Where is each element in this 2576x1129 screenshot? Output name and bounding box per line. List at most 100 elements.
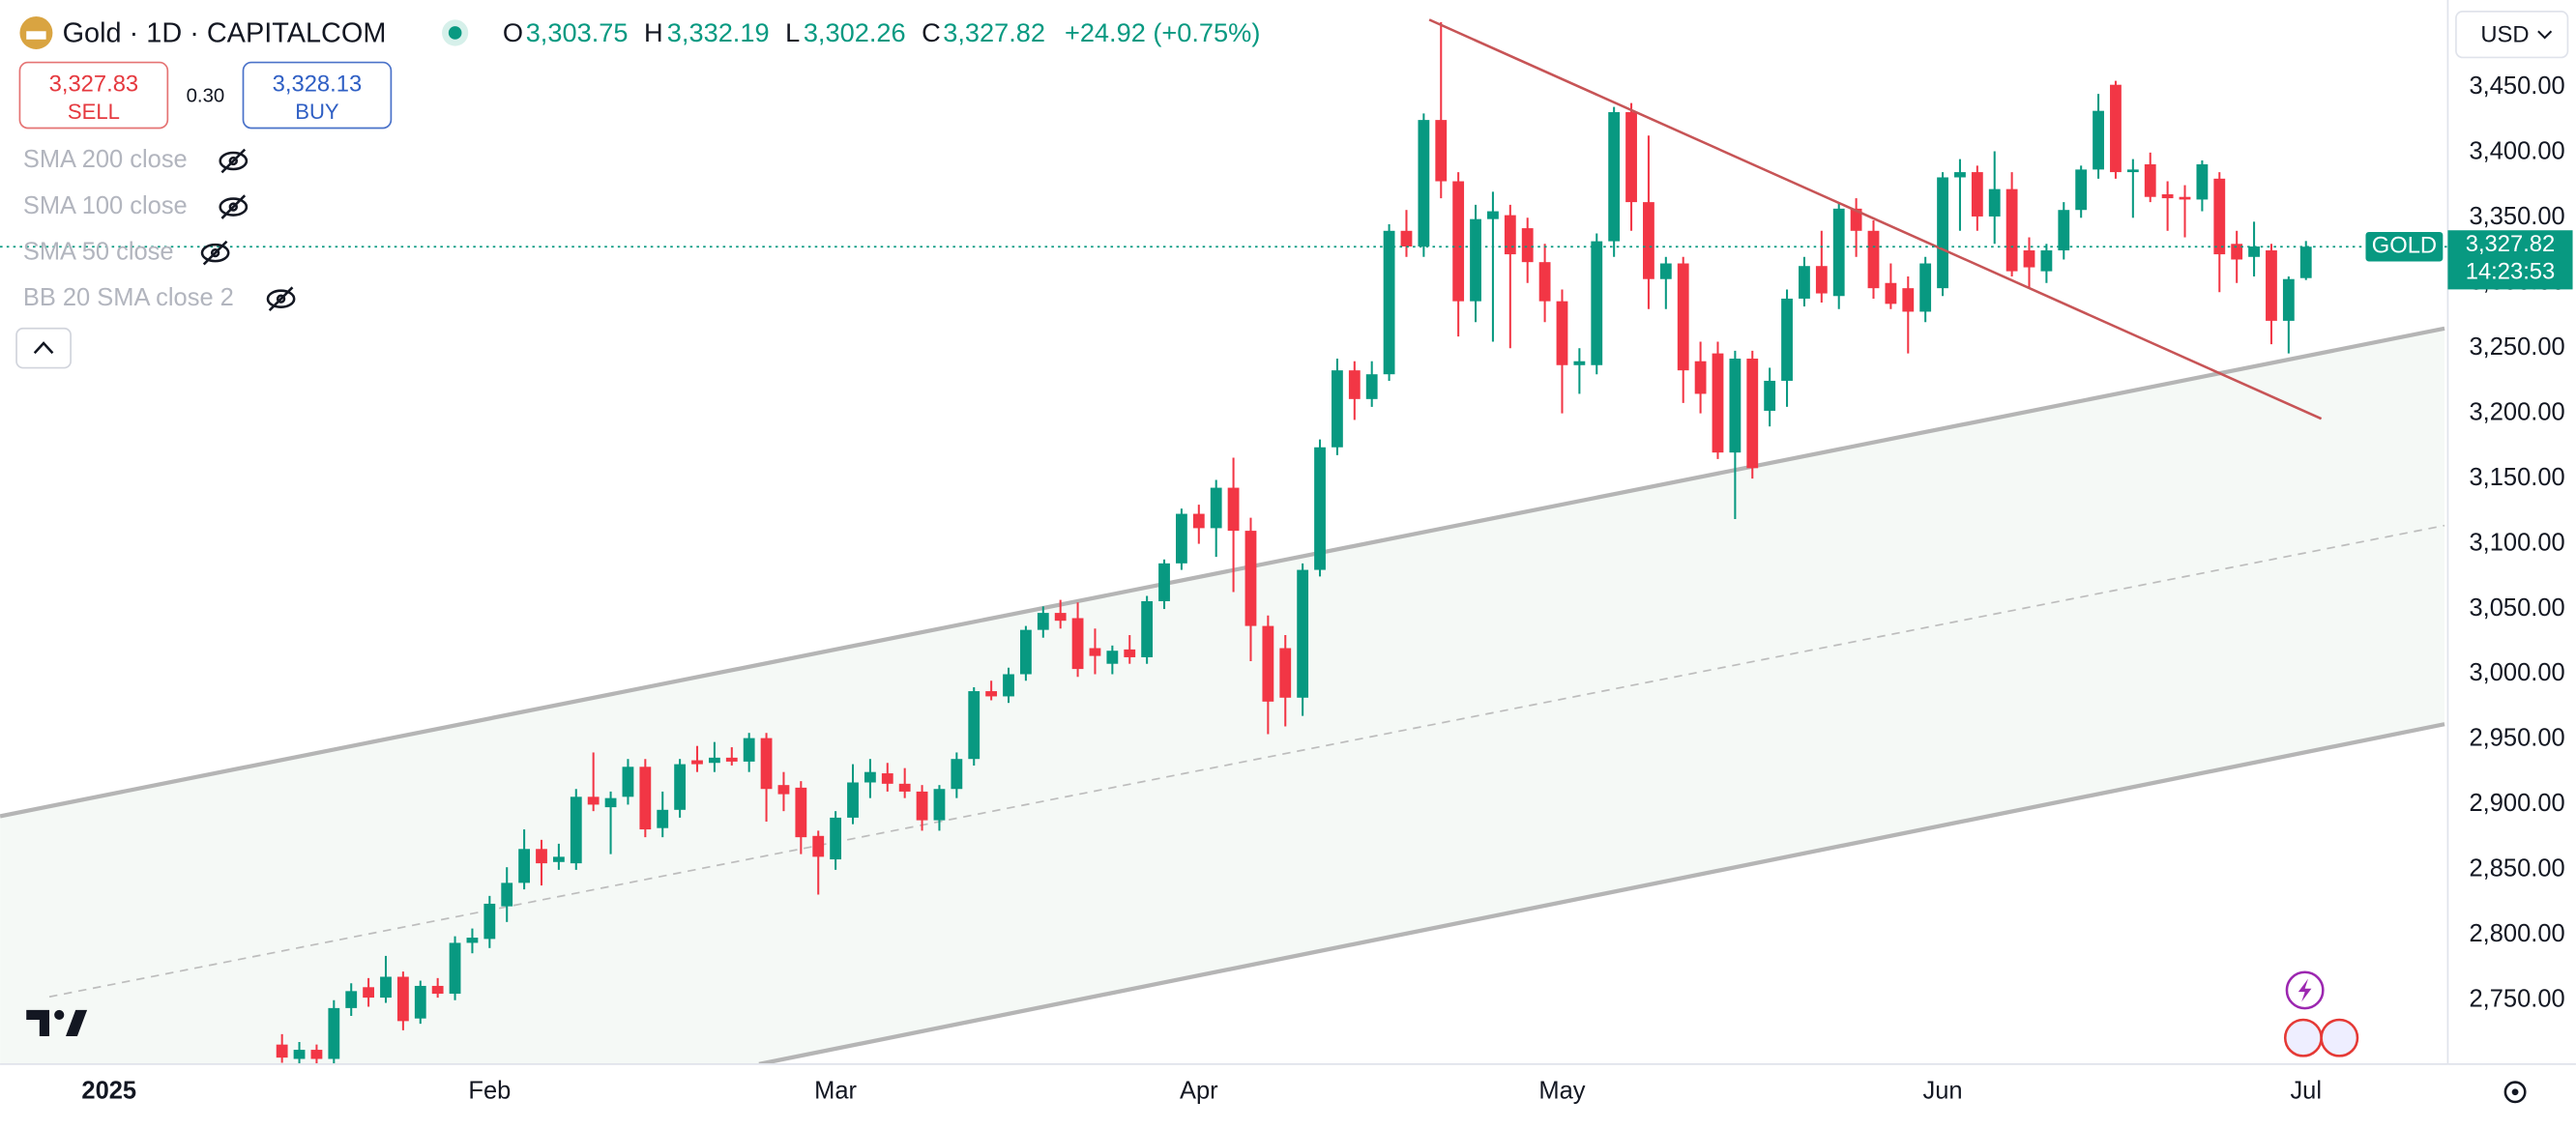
eye-off-icon[interactable] bbox=[200, 240, 230, 266]
candle-body bbox=[743, 738, 755, 762]
channel-top bbox=[0, 326, 2445, 819]
collapse-button[interactable] bbox=[15, 327, 72, 369]
candle-body bbox=[1764, 380, 1776, 411]
candle-body bbox=[1210, 487, 1222, 529]
last-price: 3,327.82 bbox=[2466, 231, 2556, 257]
candle-body bbox=[501, 883, 513, 907]
candle-body bbox=[760, 738, 773, 790]
candle-body bbox=[449, 942, 461, 995]
economic-event[interactable] bbox=[2283, 1018, 2323, 1057]
candle-body bbox=[933, 789, 946, 821]
x-tick-label: Jul bbox=[2290, 1078, 2322, 1105]
sell-button[interactable] bbox=[18, 61, 169, 130]
candle-body bbox=[1729, 359, 1742, 453]
indicator[interactable]: SMA 200 close bbox=[23, 146, 188, 173]
y-tick-label: 2,750.00 bbox=[2470, 986, 2565, 1013]
candle-body bbox=[1643, 202, 1654, 279]
candle-body bbox=[1781, 298, 1793, 381]
candle-body bbox=[552, 856, 565, 862]
candle-body bbox=[1158, 563, 1170, 601]
candle-body bbox=[2179, 196, 2191, 200]
candle-body bbox=[604, 797, 617, 808]
ohlc-label: H bbox=[644, 17, 663, 47]
x-tick-label: Mar bbox=[814, 1078, 857, 1105]
candle-body bbox=[847, 782, 859, 818]
candle-body bbox=[396, 976, 409, 1022]
y-tick-label: 3,250.00 bbox=[2470, 333, 2565, 361]
candle-body bbox=[2213, 178, 2226, 255]
x-tick-label: Jun bbox=[1923, 1078, 1963, 1105]
candle-body bbox=[691, 760, 703, 765]
y-tick-label: 3,200.00 bbox=[2470, 398, 2565, 425]
y-tick-label: 3,350.00 bbox=[2470, 203, 2565, 230]
candle-body bbox=[587, 796, 600, 805]
candle-body bbox=[1608, 112, 1621, 242]
currency: USD bbox=[2480, 22, 2529, 48]
indicator[interactable]: SMA 100 close bbox=[23, 192, 188, 219]
candle-body bbox=[1435, 120, 1448, 182]
candle-body bbox=[812, 835, 825, 857]
candle-body bbox=[725, 757, 738, 762]
candle-body bbox=[1297, 569, 1309, 698]
x-tick-label: 2025 bbox=[81, 1078, 136, 1105]
indicator[interactable]: SMA 50 close bbox=[23, 238, 174, 265]
candle-body bbox=[2126, 169, 2139, 173]
ohlc-label: L bbox=[785, 17, 800, 47]
candle-body bbox=[1815, 266, 1828, 294]
candle-body bbox=[1418, 120, 1430, 246]
eye-off-icon[interactable] bbox=[219, 194, 249, 219]
y-tick-label: 3,050.00 bbox=[2470, 594, 2565, 622]
eye-off-icon[interactable] bbox=[266, 286, 296, 311]
candle-body bbox=[518, 849, 531, 883]
settings-icon-dot bbox=[2511, 1088, 2519, 1096]
candle-body bbox=[1400, 230, 1413, 246]
symbol-title[interactable]: Gold · 1D · CAPITALCOM bbox=[63, 17, 387, 48]
ohlc-value: 3,327.82 bbox=[943, 17, 1045, 47]
candle-body bbox=[276, 1044, 288, 1058]
candle-body bbox=[1244, 531, 1257, 626]
channel-bottom bbox=[758, 722, 2445, 1064]
indicator[interactable]: BB 20 SMA close 2 bbox=[23, 284, 234, 311]
eye-off-icon[interactable] bbox=[219, 148, 249, 174]
candle-body bbox=[1192, 513, 1205, 529]
candle-body bbox=[1677, 263, 1689, 371]
x-tick-label: Apr bbox=[1180, 1078, 1218, 1105]
ohlc-label: O bbox=[503, 17, 523, 47]
candle-body bbox=[1504, 215, 1516, 255]
settings-icon[interactable] bbox=[2503, 1081, 2527, 1104]
candle-body bbox=[1037, 613, 1049, 630]
buy-button[interactable] bbox=[242, 61, 393, 130]
candle-body bbox=[968, 691, 981, 760]
candle-body bbox=[1694, 361, 1707, 394]
tv-logo bbox=[26, 1009, 88, 1037]
candle-body bbox=[570, 796, 582, 864]
candle-body bbox=[985, 691, 998, 697]
market-status-dot bbox=[448, 26, 462, 40]
ohlc-value: 3,302.26 bbox=[804, 17, 906, 47]
economic-event[interactable] bbox=[2320, 1018, 2359, 1057]
candle-body bbox=[951, 759, 963, 790]
candle-body bbox=[1937, 177, 1948, 289]
currency-select[interactable] bbox=[2455, 11, 2569, 59]
ohlc-value: 3,303.75 bbox=[526, 17, 629, 47]
candle-body bbox=[1867, 230, 1880, 289]
candle-body bbox=[2040, 250, 2053, 272]
axes: 2,750.00 2,800.00 2,850.00 2,900.00 2,950.00… bbox=[81, 72, 2564, 1104]
candle-body bbox=[1141, 600, 1154, 657]
sell-label: SELL bbox=[68, 100, 120, 124]
candle-body bbox=[2110, 84, 2122, 173]
candle-body bbox=[2196, 163, 2209, 200]
candle-body bbox=[1452, 181, 1465, 302]
candle-body bbox=[363, 987, 375, 999]
ohlc-label: C bbox=[922, 17, 941, 47]
x-tick-label: May bbox=[1538, 1078, 1585, 1105]
candle-body bbox=[1227, 487, 1240, 532]
candle-body bbox=[1954, 172, 1966, 178]
candle-body bbox=[1625, 112, 1637, 203]
y-tick-label: 2,900.00 bbox=[2470, 790, 2565, 817]
symbol-tag-text: GOLD bbox=[2372, 233, 2437, 259]
spread: 0.30 bbox=[187, 86, 225, 107]
candle-body bbox=[380, 976, 392, 999]
